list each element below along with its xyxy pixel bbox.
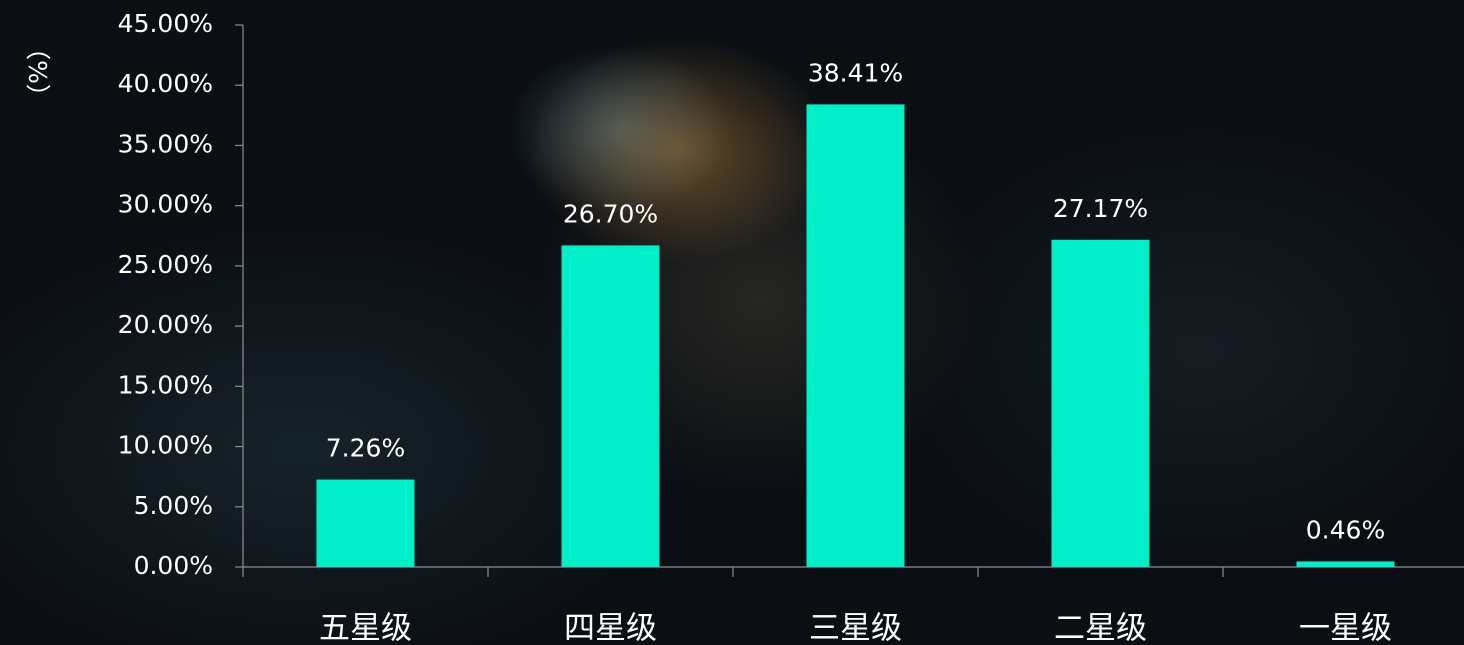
bar — [806, 104, 905, 567]
y-tick-label: 45.00% — [118, 9, 213, 38]
bar — [316, 479, 415, 567]
bar — [1296, 561, 1395, 567]
y-tick-label: 0.00% — [134, 551, 213, 580]
x-tick-label: 五星级 — [319, 611, 412, 645]
y-tick-label: 5.00% — [134, 491, 213, 520]
value-label: 0.46% — [1306, 515, 1385, 544]
y-tick-label: 40.00% — [118, 69, 213, 98]
value-label: 27.17% — [1053, 194, 1148, 223]
y-tick-label: 25.00% — [118, 250, 213, 279]
x-tick-label: 三星级 — [809, 611, 902, 645]
y-tick-label: 35.00% — [118, 129, 213, 158]
y-axis-label: （%） — [23, 35, 52, 109]
bar — [1051, 239, 1150, 567]
value-label: 26.70% — [563, 199, 658, 228]
y-tick-label: 30.00% — [118, 190, 213, 219]
x-tick-label: 二星级 — [1054, 611, 1147, 645]
x-tick-label: 四星级 — [564, 611, 657, 645]
value-label: 7.26% — [326, 434, 405, 463]
y-tick-label: 15.00% — [118, 370, 213, 399]
value-label: 38.41% — [808, 58, 903, 87]
bar — [561, 245, 660, 567]
y-tick-label: 20.00% — [118, 310, 213, 339]
y-tick-label: 10.00% — [118, 431, 213, 460]
x-tick-label: 一星级 — [1299, 611, 1392, 645]
